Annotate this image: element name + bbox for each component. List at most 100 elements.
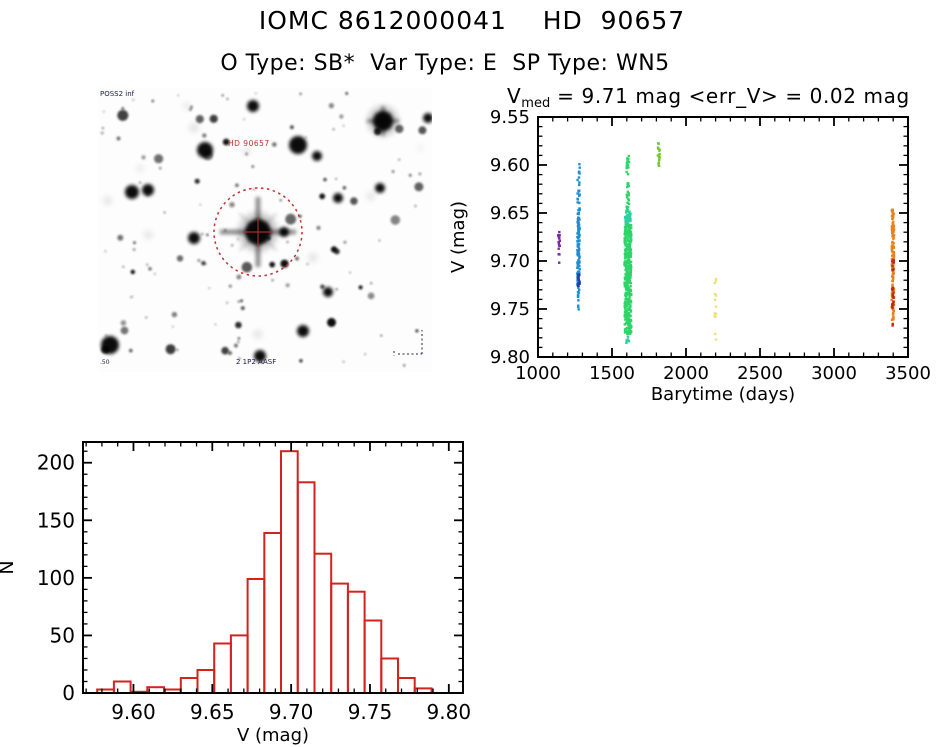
data-point — [891, 279, 894, 282]
data-point — [627, 265, 630, 268]
data-point — [624, 215, 627, 219]
star — [328, 103, 334, 109]
star — [235, 321, 242, 329]
data-point — [714, 277, 718, 281]
data-point — [891, 230, 894, 233]
star — [100, 131, 104, 135]
data-point — [890, 318, 894, 321]
faint-star — [253, 330, 263, 339]
data-point — [577, 308, 580, 311]
cluster-epoch-5 — [713, 277, 718, 341]
data-point — [625, 170, 628, 174]
star — [121, 107, 124, 110]
data-point — [628, 319, 631, 322]
cluster-epoch-2-dark — [576, 273, 581, 288]
data-point — [628, 295, 631, 298]
bright-star — [373, 111, 393, 131]
star — [159, 167, 162, 170]
data-point — [628, 244, 631, 247]
footer-caption: 2 1P2 AASF — [236, 358, 276, 366]
star — [237, 238, 239, 241]
data-point — [624, 257, 627, 260]
star — [189, 108, 192, 111]
data-point — [557, 242, 561, 245]
data-point — [627, 235, 630, 238]
data-point — [578, 201, 581, 205]
target-marker — [213, 187, 303, 277]
data-point — [892, 225, 895, 228]
data-point — [576, 266, 579, 269]
star — [148, 267, 152, 271]
star — [176, 255, 184, 262]
star — [342, 360, 345, 363]
x-tick-label: 1000 — [515, 363, 561, 384]
data-point — [577, 176, 581, 179]
data-point — [891, 275, 894, 278]
star — [349, 271, 351, 274]
data-point — [578, 183, 581, 187]
data-point — [625, 205, 628, 208]
star — [306, 263, 309, 265]
data-point — [657, 161, 660, 164]
star — [327, 317, 336, 327]
data-point — [630, 232, 633, 236]
data-point — [892, 242, 895, 245]
data-point — [629, 242, 632, 245]
star — [269, 261, 276, 268]
data-point — [658, 156, 661, 159]
data-point — [628, 272, 631, 275]
data-point — [625, 196, 629, 199]
target-label: HD 90657 — [228, 139, 270, 148]
data-point — [624, 287, 628, 290]
data-point — [623, 240, 627, 243]
data-point — [626, 159, 629, 162]
star — [316, 225, 321, 230]
y-tick-label: 9.55 — [490, 107, 530, 128]
star — [378, 239, 381, 242]
data-point — [557, 253, 560, 256]
data-point — [892, 315, 895, 319]
star — [398, 158, 401, 161]
data-point — [890, 247, 894, 250]
data-point — [891, 288, 894, 292]
bright-star — [125, 185, 139, 199]
faint-star — [242, 147, 251, 155]
data-point — [629, 265, 633, 269]
data-point — [624, 249, 627, 252]
data-point — [627, 154, 631, 158]
x-tick-label: 9.80 — [427, 700, 472, 724]
star — [395, 124, 404, 134]
data-point — [626, 253, 630, 257]
cluster-epoch-3 — [623, 223, 633, 336]
bright-star — [101, 336, 119, 354]
data-point — [577, 171, 581, 174]
data-point — [628, 275, 632, 278]
star — [370, 282, 373, 285]
faint-star — [136, 165, 144, 172]
data-point — [627, 210, 630, 213]
data-point — [628, 225, 631, 229]
star — [285, 213, 297, 225]
star — [237, 337, 241, 340]
star — [132, 248, 136, 251]
data-point — [576, 254, 580, 257]
cluster-epoch-6-dark — [890, 286, 895, 309]
data-point — [578, 193, 581, 196]
data-point — [892, 220, 895, 224]
data-point — [624, 254, 627, 258]
data-point — [578, 268, 581, 271]
data-point — [623, 323, 626, 326]
histogram-bar — [330, 582, 349, 695]
star — [286, 241, 289, 243]
data-point — [626, 173, 630, 176]
data-point — [625, 166, 628, 170]
star — [214, 323, 217, 326]
star — [171, 311, 178, 318]
bright-star — [188, 232, 200, 244]
histogram-bar — [397, 677, 416, 694]
star — [120, 326, 129, 335]
data-point — [624, 305, 627, 308]
star — [201, 233, 204, 235]
data-point — [628, 236, 631, 239]
data-point — [626, 268, 629, 271]
